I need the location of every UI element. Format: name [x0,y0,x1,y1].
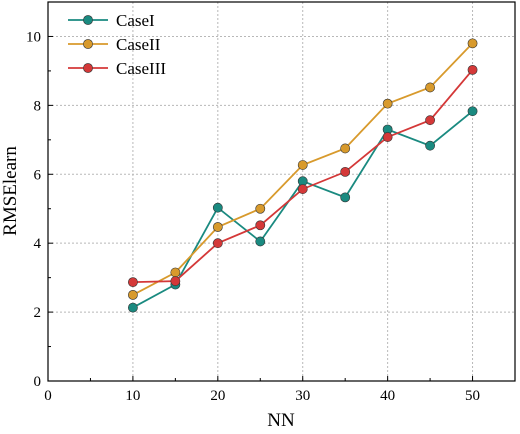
data-point [340,192,351,203]
x-axis: 0 10 20 30 40 50 [44,376,480,404]
data-point [128,302,138,313]
x-tick-label: 0 [44,388,52,404]
legend-label: CaseII [116,35,161,54]
x-tick-label: 40 [380,388,395,404]
series-layer [128,38,478,313]
legend-label: CaseI [116,11,155,30]
data-point [212,238,223,249]
data-point [340,143,351,154]
y-tick-label: 2 [34,305,42,321]
data-point [212,202,223,213]
legend-marker [83,63,93,73]
legend-marker [83,39,93,49]
x-tick-label: 50 [465,388,480,404]
legend-item: CaseIII [68,59,166,78]
data-point [170,276,181,286]
data-point [128,277,138,288]
y-tick-label: 4 [34,236,42,252]
legend-marker [83,15,93,25]
data-point [467,106,478,117]
data-point [425,115,435,126]
x-axis-title: NN [267,410,295,431]
series-CaseIII [128,64,478,288]
data-point [212,222,223,232]
y-tick-label: 6 [34,167,42,183]
data-point [382,132,393,142]
data-point [128,289,138,300]
y-tick-label: 10 [26,29,41,45]
legend-label: CaseIII [116,59,166,78]
data-point [425,82,435,93]
y-axis-title: RMSElearn [0,146,21,236]
data-point [467,38,478,49]
series-CaseII [128,38,478,300]
data-point [255,220,266,231]
x-tick-label: 30 [295,388,310,404]
plot-frame [47,1,516,382]
legend-item: CaseI [68,11,155,30]
legend-item: CaseII [68,35,161,54]
data-point [297,184,308,194]
data-point [382,98,393,109]
y-axis: 0 2 4 6 8 10 [26,29,53,390]
data-point [255,203,266,214]
data-point [340,166,351,177]
x-tick-label: 10 [125,388,140,404]
data-point [425,140,435,151]
y-tick-label: 8 [34,98,42,114]
x-tick-label: 20 [210,388,225,404]
y-tick-label: 0 [34,374,42,390]
data-point [467,64,478,75]
series-CaseI [128,106,478,313]
legend: CaseI CaseII CaseIII [68,11,166,78]
data-point [255,236,266,247]
data-point [297,160,308,170]
data-point [170,267,181,278]
